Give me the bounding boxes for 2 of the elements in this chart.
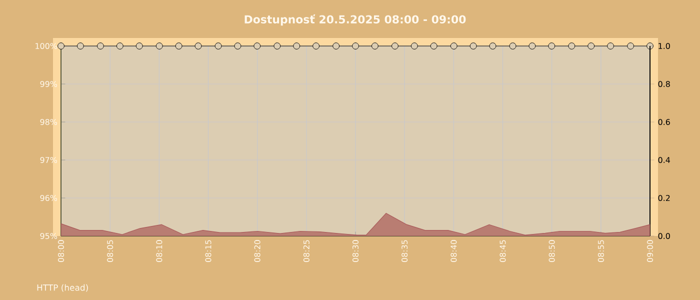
text: HTTP (head) <box>37 284 88 292</box>
chart-title: Dostupnosť 20.5.2025 08:00 - 09:00 <box>244 14 466 26</box>
